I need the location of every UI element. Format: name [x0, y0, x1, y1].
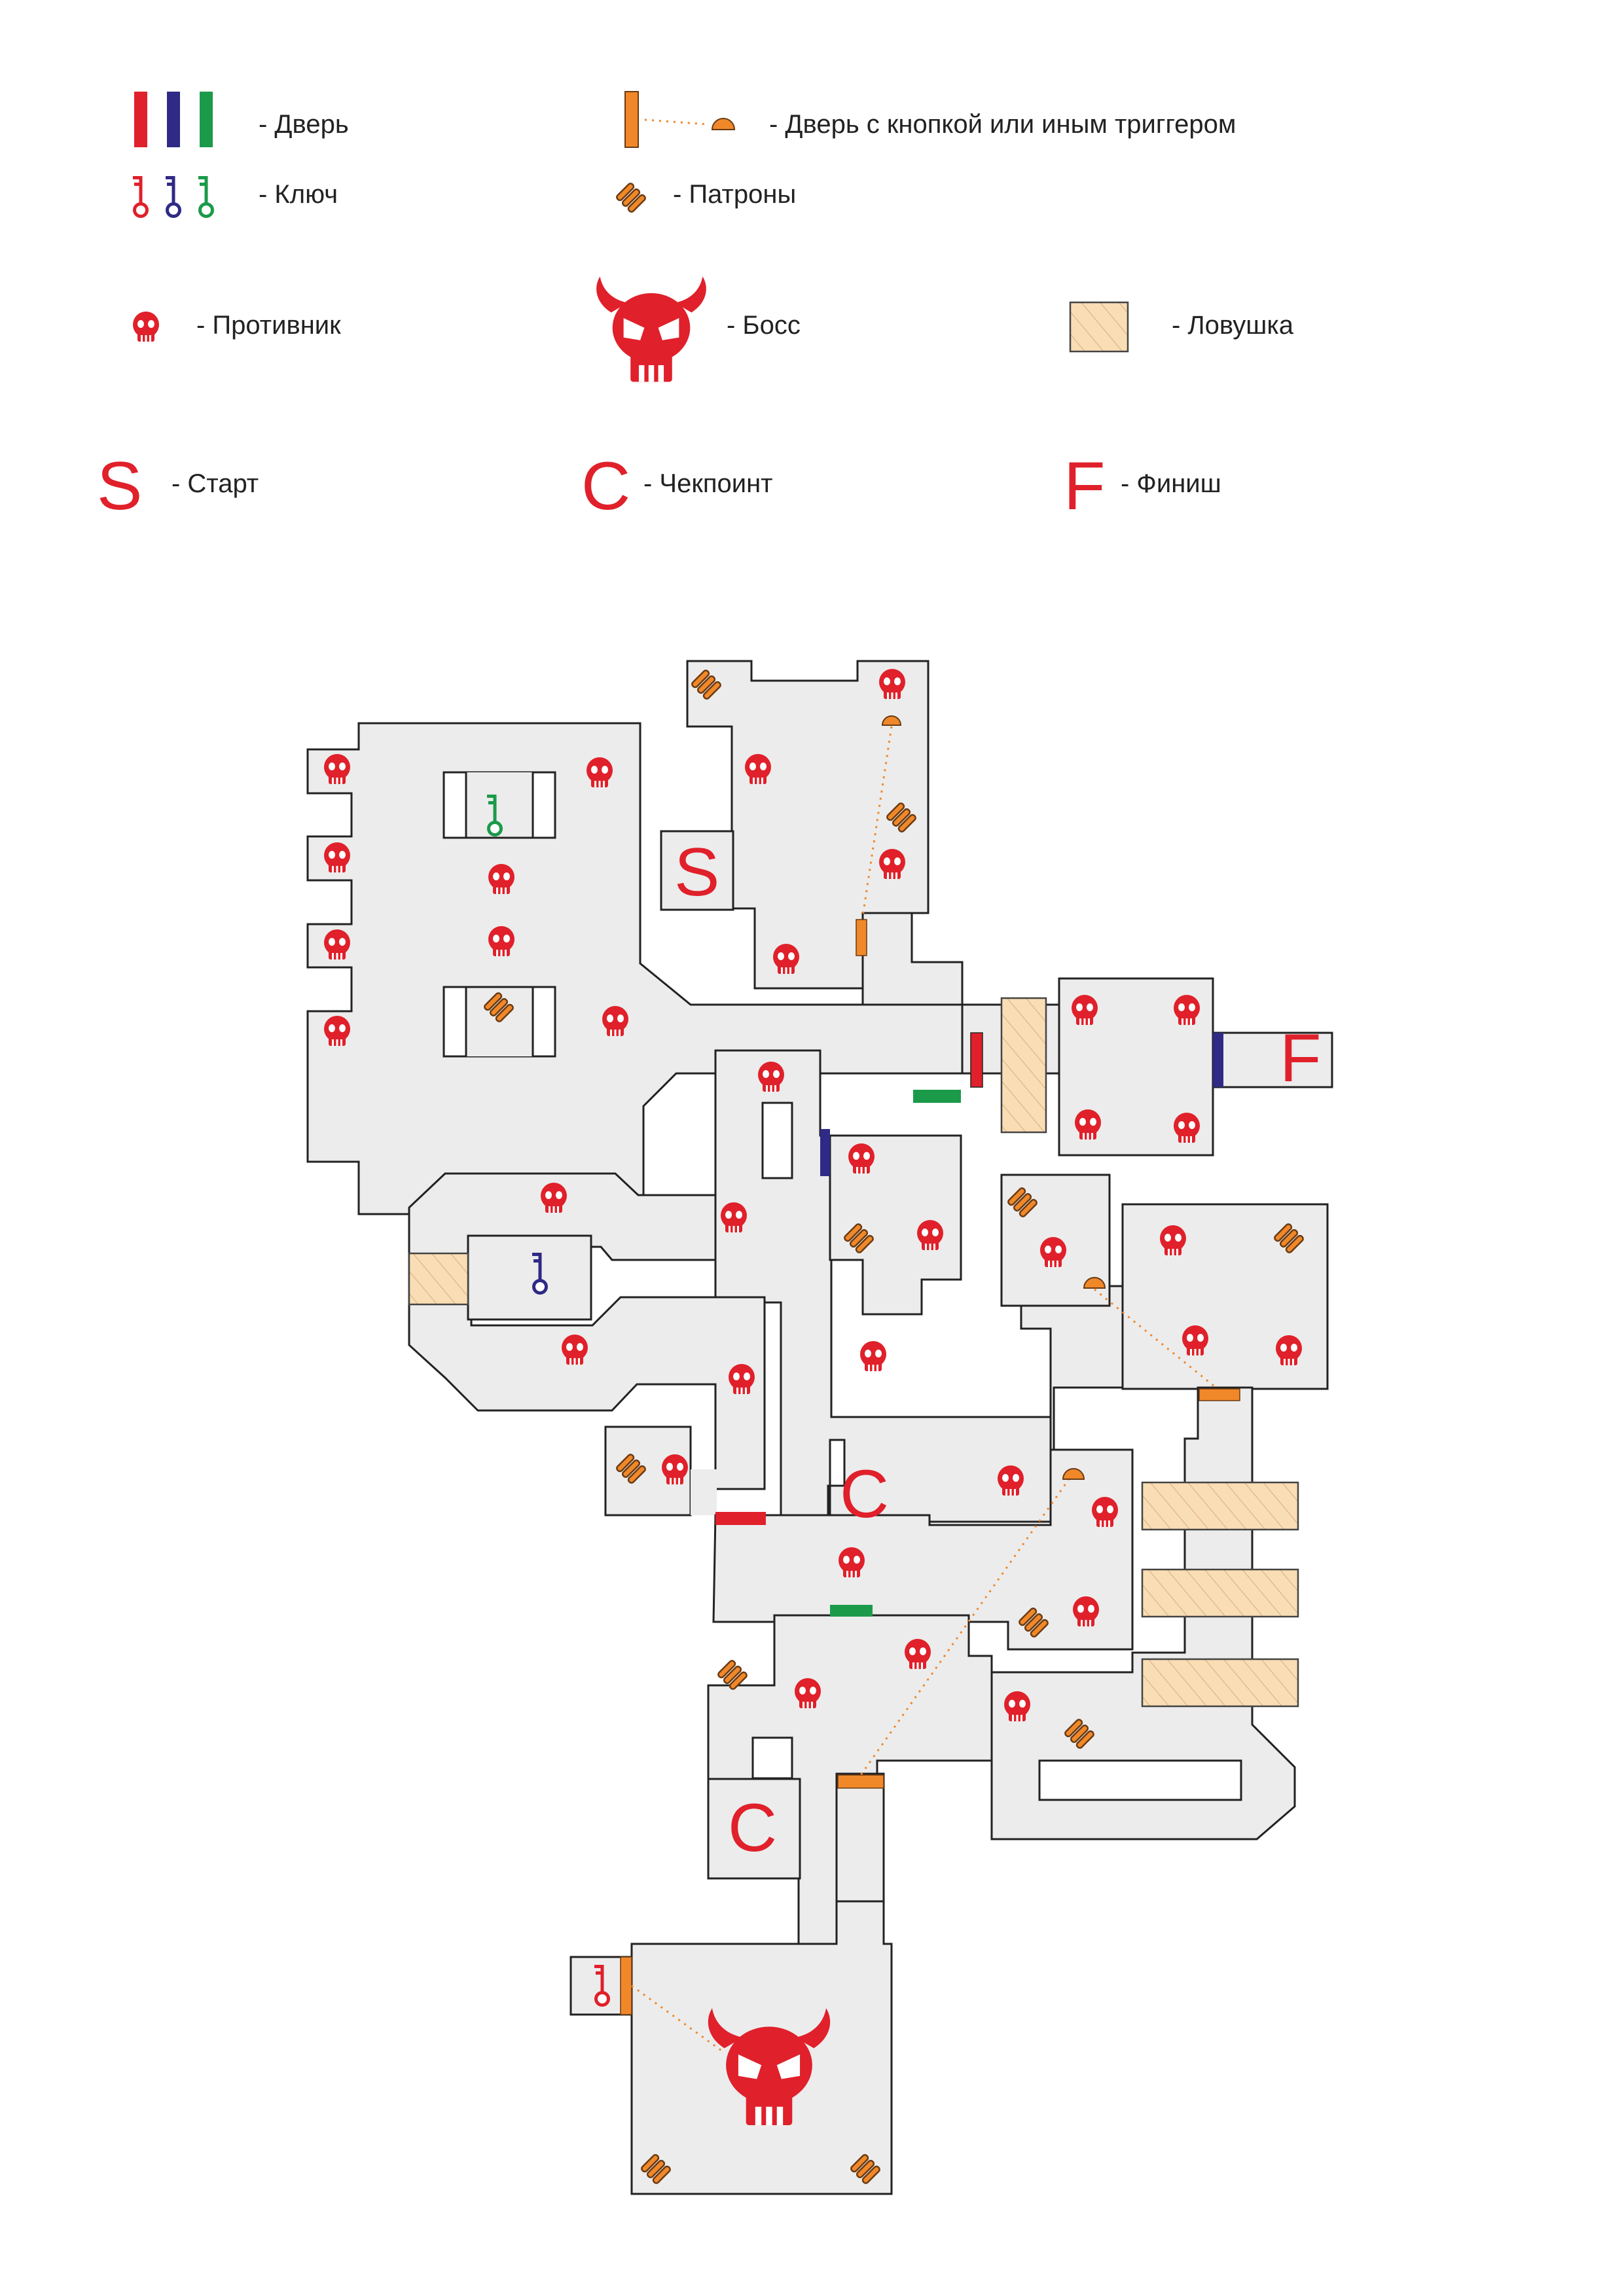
legend-key: - Ключ — [133, 176, 338, 217]
legend-finish-label: - Финиш — [1121, 469, 1221, 498]
key-icon — [133, 176, 147, 217]
trigger-button-icon — [881, 715, 902, 726]
start-marker: S — [674, 834, 719, 910]
trap-tile-icon — [408, 1252, 469, 1306]
checkpoint-marker: C — [840, 1456, 889, 1532]
room-west-key — [408, 1172, 766, 1490]
legend-trap-label: - Ловушка — [1172, 311, 1294, 340]
door-bar-icon — [820, 1129, 830, 1176]
legend-enemy: - Противник — [133, 311, 341, 342]
ammo-icon — [615, 182, 647, 213]
door-bar-icon — [856, 919, 867, 956]
legend-door: - Дверь — [134, 92, 349, 147]
enemy-skull-icon — [133, 312, 159, 342]
legend-checkpoint-label: - Чекпоинт — [643, 469, 773, 498]
door-bar-icon — [620, 1956, 632, 2015]
legend-door-label: - Дверь — [259, 110, 349, 139]
door-bar-icon — [167, 92, 180, 147]
void-east-bend — [1038, 1759, 1242, 1801]
room-start-alcove — [660, 830, 734, 911]
door-bar-icon — [970, 1032, 983, 1088]
legend: - Дверь - Дверь с кнопкой или иным тригг… — [97, 91, 1294, 524]
legend-trigger-door: - Дверь с кнопкой или иным триггером — [624, 91, 1236, 148]
door-bar-icon — [200, 92, 213, 147]
trigger-button-icon — [1062, 1468, 1085, 1480]
legend-enemy-label: - Противник — [196, 311, 341, 340]
door-bar-icon — [624, 91, 639, 148]
corridor-start-east — [861, 912, 964, 1006]
legend-checkpoint: C - Чекпоинт — [581, 448, 773, 524]
trap-tile-icon — [1141, 1568, 1299, 1618]
door-bar-icon — [1213, 1033, 1223, 1087]
key-icon — [166, 176, 180, 217]
legend-boss-label: - Босс — [727, 311, 801, 340]
trap-tile-icon — [1141, 1481, 1299, 1531]
level-map: S F C C — [306, 660, 1333, 2195]
legend-trigger-door-label: - Дверь с кнопкой или иным триггером — [769, 110, 1236, 139]
key-icon — [198, 176, 213, 217]
enemy-skull-icon — [860, 1341, 886, 1371]
legend-ammo: - Патроны — [615, 180, 796, 213]
legend-ammo-label: - Патроны — [673, 180, 796, 209]
door-bar-icon — [837, 1774, 884, 1789]
door-bar-icon — [913, 1090, 961, 1103]
room-central-block — [829, 1134, 962, 1316]
legend-key-label: - Ключ — [259, 180, 338, 209]
legend-start-label: - Старт — [171, 469, 259, 498]
void-central-notch — [761, 1102, 793, 1179]
legend-trap: - Ловушка — [1069, 301, 1294, 353]
legend-boss: - Босс — [596, 276, 801, 382]
trap-tile-icon — [1069, 301, 1129, 353]
trigger-button-icon — [1083, 1277, 1106, 1289]
finish-marker: F — [1280, 1020, 1322, 1096]
trap-tile-icon — [1141, 1658, 1299, 1708]
room-finish — [1212, 1031, 1333, 1088]
checkpoint-marker: C — [728, 1790, 777, 1866]
legend-finish: F - Финиш — [1064, 448, 1221, 524]
trap-tile-icon — [1000, 997, 1047, 1134]
checkpoint-letter: C — [581, 448, 630, 524]
door-bar-icon — [1199, 1388, 1240, 1401]
finish-letter: F — [1064, 448, 1106, 524]
door-bar-icon — [134, 92, 147, 147]
door-bar-icon — [715, 1512, 766, 1525]
legend-start: S - Старт — [97, 448, 259, 524]
room-lower-checkpoint-alcove — [707, 1778, 801, 1880]
door-bar-icon — [830, 1605, 873, 1617]
start-letter: S — [97, 448, 142, 524]
trigger-button-icon — [711, 118, 736, 130]
room-west-key-inner — [467, 1234, 592, 1321]
boss-skull-icon — [596, 276, 706, 382]
